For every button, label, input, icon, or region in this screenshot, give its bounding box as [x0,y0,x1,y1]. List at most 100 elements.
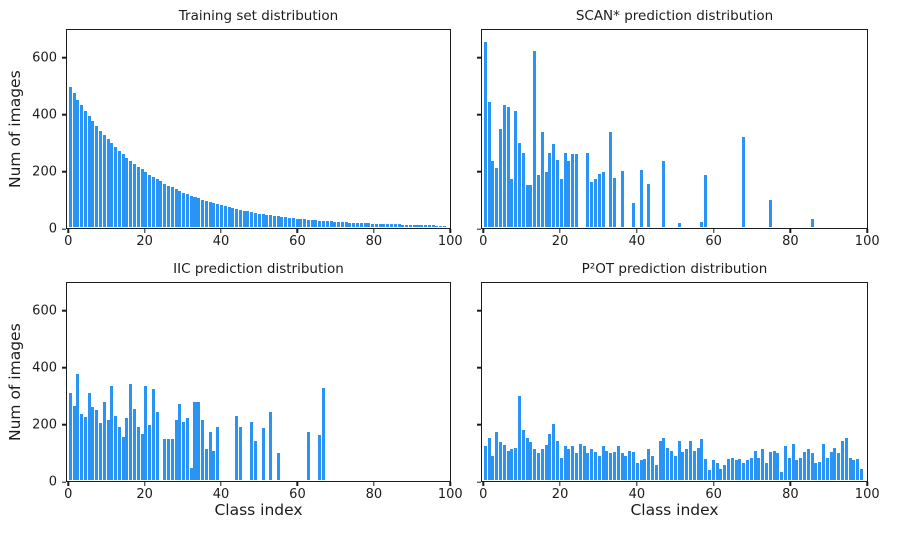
bar [133,163,137,227]
bar [677,440,681,480]
x-tick-mark [712,229,715,233]
bar [106,139,110,227]
bar [129,160,133,227]
bar [825,457,829,480]
bar [700,439,704,480]
bar [685,449,689,480]
bar [148,425,152,480]
bar [284,217,288,227]
bar [810,453,814,480]
bar [269,412,273,480]
bar [502,105,506,227]
bar [567,161,571,227]
bar [616,446,620,480]
bar [356,223,360,227]
bar [98,130,102,227]
plot-title: SCAN* prediction distribution [575,8,774,25]
bar [193,402,197,480]
bar [590,449,594,480]
bar [757,457,761,480]
x-tick-mark [296,229,299,233]
bar [571,154,575,227]
bar [212,203,216,227]
bar [201,419,205,480]
bar [83,417,87,480]
bar [818,461,822,480]
y-tick-label: 200 [32,164,57,180]
bar [340,222,344,227]
bar [761,449,765,480]
bar [405,224,409,227]
bar [185,418,189,480]
bar [483,42,487,227]
y-tick-label: 600 [32,303,57,319]
bar [151,176,155,227]
x-tick-mark [866,482,868,486]
bar [310,220,314,227]
bar [548,433,552,480]
bar [322,220,326,227]
plot-title: Training set distribution [178,8,339,25]
bar [363,223,367,227]
bar [318,220,322,227]
plot-area [481,29,868,229]
bar [216,204,220,227]
bar [814,463,818,480]
bar [117,426,121,480]
bar [227,207,231,227]
bar [552,144,556,227]
bar [574,453,578,480]
bar [650,456,654,480]
y-tick-label: 0 [48,221,57,237]
bar [776,453,780,480]
bar [397,224,401,227]
bar [412,225,416,227]
bar [174,189,178,227]
x-tick-mark [449,229,451,233]
bar [612,178,616,227]
x-tick-label: 20 [136,487,153,502]
bar [742,137,746,227]
bar [514,110,518,227]
bar [344,222,348,227]
bar [201,199,205,227]
bars [483,31,866,227]
bar [791,443,795,480]
x-tick-label: 40 [212,234,230,249]
bar [506,450,510,480]
bar [276,216,280,227]
bar [102,402,106,480]
bar [276,453,280,480]
x-tick-mark [67,229,69,233]
bar [681,452,685,480]
bar [435,225,439,227]
bar [322,387,326,480]
x-tick-mark [789,229,792,233]
bar [238,209,242,227]
bars [68,31,449,227]
y-tick-label: 400 [32,360,57,376]
bar [628,450,632,480]
x-tick-label: 100 [854,487,880,502]
bar [704,459,708,480]
bar [136,426,140,480]
bar [609,131,613,227]
bar [431,225,435,227]
x-tick-label: 0 [64,234,73,249]
bars [68,284,449,480]
bar [829,452,833,480]
bar [68,393,72,480]
bar [555,440,559,480]
bar [647,449,651,480]
bar [416,225,420,227]
bar [612,452,616,480]
x-axis-label: Class index [214,501,303,519]
bar [578,443,582,480]
bar [189,195,193,227]
x-tick-mark [482,482,484,486]
bar [427,225,431,227]
x-tick-mark [296,482,299,486]
bar [669,450,673,480]
bar [723,464,727,480]
bar [170,187,174,227]
